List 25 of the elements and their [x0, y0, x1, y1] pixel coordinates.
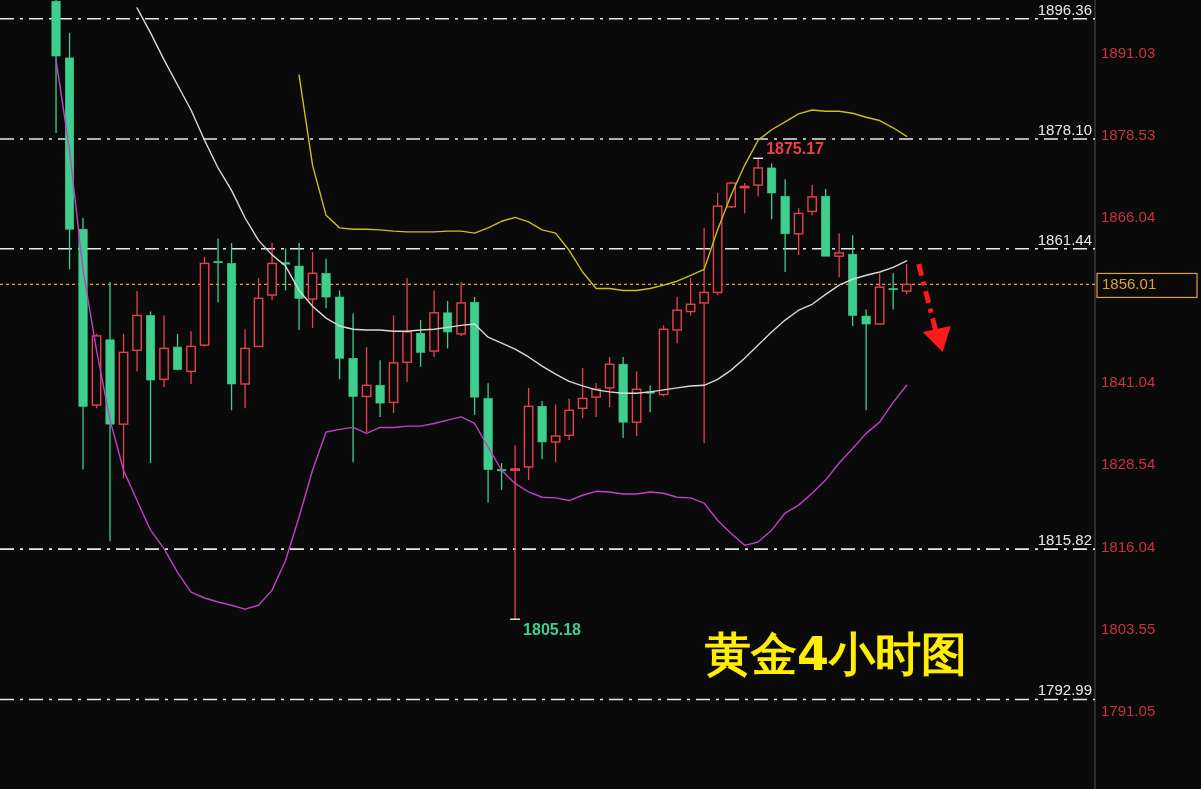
- annotation: 1805.18: [509, 618, 581, 639]
- ref-line-label: 1878.10: [1037, 120, 1092, 138]
- ref-line: 1815.82: [0, 531, 1096, 550]
- ref-line-label: 1815.82: [1037, 531, 1092, 549]
- annotation: 1875.17: [752, 140, 824, 159]
- y-tick-label: 1878.53: [1101, 126, 1156, 144]
- ref-line: 1896.36: [0, 0, 1096, 20]
- y-tick-label: 1791.05: [1101, 702, 1156, 720]
- annotation: 1875.17: [766, 140, 825, 158]
- y-tick-label: 1816.04: [1101, 537, 1156, 555]
- ref-line-label: 1792.99: [1037, 681, 1092, 699]
- ref-line: 1856.01: [0, 272, 1198, 299]
- annotation: 1805.18: [523, 621, 582, 639]
- y-tick-label: 1828.54: [1101, 455, 1156, 473]
- y-tick-label: 1803.55: [1101, 619, 1156, 637]
- y-tick-label: 1841.04: [1101, 373, 1156, 391]
- ref-line-label: 1856.01: [1102, 275, 1157, 293]
- ref-line: 1878.10: [0, 120, 1096, 140]
- ref-line: 1861.44: [0, 230, 1096, 250]
- ref-line-label: 1861.44: [1037, 230, 1092, 248]
- ref-line-label: 1896.36: [1037, 0, 1092, 18]
- text: 黄金4小时图: [705, 627, 968, 681]
- ref-line: 1792.99: [0, 681, 1096, 701]
- y-tick-label: 1866.04: [1101, 208, 1156, 226]
- y-tick-label: 1891.03: [1101, 43, 1156, 61]
